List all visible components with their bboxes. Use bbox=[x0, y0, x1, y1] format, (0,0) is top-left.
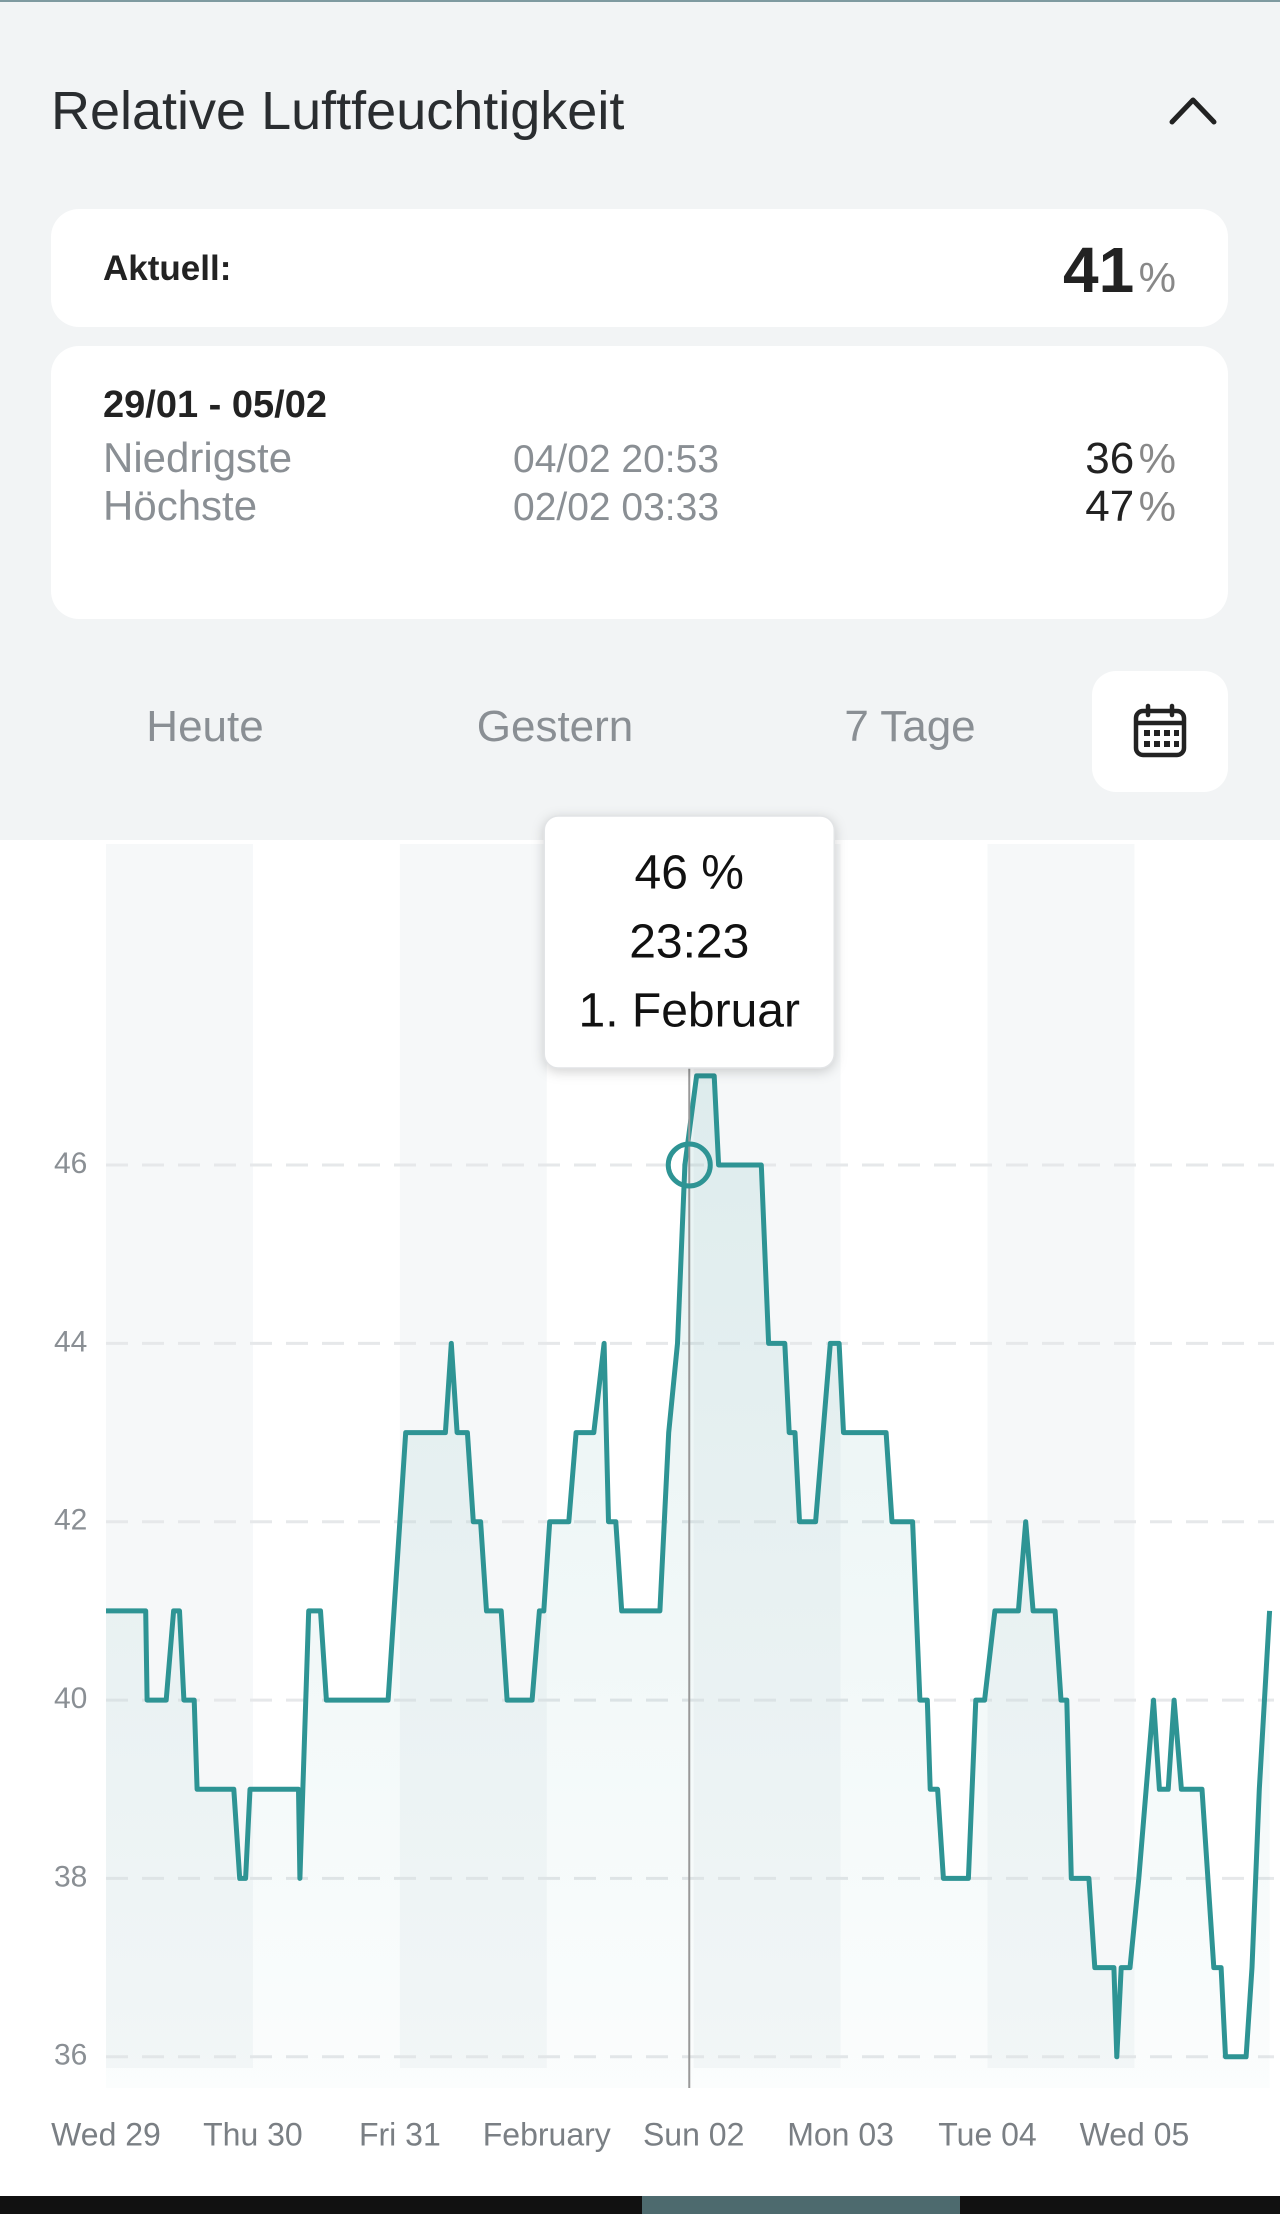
y-tick-label: 44 bbox=[54, 1325, 87, 1358]
x-tick-label: Tue 04 bbox=[938, 2116, 1036, 2152]
current-label: Aktuell: bbox=[103, 249, 232, 288]
period: 29/01 - 05/02 bbox=[103, 384, 327, 426]
row-unit: % bbox=[1138, 435, 1176, 482]
y-tick-label: 38 bbox=[54, 1860, 87, 1893]
tooltip-date: 1. Februar bbox=[579, 985, 800, 1038]
x-tick-label: Wed 05 bbox=[1080, 2116, 1190, 2152]
y-tick-label: 42 bbox=[54, 1504, 87, 1537]
line bbox=[106, 1073, 1273, 2060]
tab[interactable]: Heute bbox=[146, 702, 264, 751]
tab[interactable]: Gestern bbox=[476, 702, 634, 751]
y-tick-label: 40 bbox=[54, 1682, 87, 1715]
row-time: 02/02 03:33 bbox=[513, 486, 720, 529]
home-indicator bbox=[642, 2196, 960, 2214]
header-panel: Relative Luftfeuchtigkeit Aktuell: 41 % … bbox=[0, 0, 1280, 840]
row-reading: 47 % bbox=[1085, 482, 1176, 532]
hover-point bbox=[665, 1141, 713, 1189]
row-value: 47 bbox=[1085, 482, 1135, 531]
row-reading: 36 % bbox=[1085, 434, 1176, 484]
x-tick-label: February bbox=[483, 2116, 611, 2152]
x-tick-label: Sun 02 bbox=[643, 2116, 744, 2152]
row-unit: % bbox=[1138, 483, 1176, 530]
x-tick-label: Mon 03 bbox=[787, 2116, 894, 2152]
current-card: Aktuell: 41 % bbox=[51, 209, 1228, 327]
bottom-bar bbox=[0, 2196, 1280, 2214]
tooltip: 46 % 23:23 1. Februar bbox=[543, 815, 836, 1069]
x-tick-label: Wed 29 bbox=[51, 2116, 161, 2152]
x-tick-label: Thu 30 bbox=[203, 2116, 303, 2152]
current-value: 41 bbox=[1063, 234, 1135, 306]
collapse-chevron[interactable] bbox=[1168, 94, 1218, 126]
y-tick-label: 36 bbox=[54, 2039, 87, 2072]
range-card: 29/01 - 05/02 Niedrigste 04/02 20:53 36 % H… bbox=[51, 346, 1228, 619]
title: Relative Luftfeuchtigkeit bbox=[51, 81, 625, 141]
x-tick-label: Fri 31 bbox=[359, 2116, 441, 2152]
calendar-icon bbox=[1133, 703, 1187, 758]
area bbox=[106, 1075, 1270, 2088]
current-reading: 41 % bbox=[1063, 233, 1176, 307]
row-label: Niedrigste bbox=[103, 434, 293, 481]
tooltip-time: 23:23 bbox=[629, 916, 749, 969]
tooltip-box bbox=[543, 815, 836, 1069]
tooltip-value: 46 % bbox=[635, 847, 744, 900]
row-label: Höchste bbox=[103, 482, 258, 529]
row-value: 36 bbox=[1085, 434, 1135, 483]
tab[interactable]: 7 Tage bbox=[844, 702, 976, 751]
row-time: 04/02 20:53 bbox=[513, 438, 720, 481]
current-unit: % bbox=[1138, 254, 1176, 301]
y-tick-label: 46 bbox=[54, 1147, 87, 1180]
calendar-button[interactable] bbox=[1092, 671, 1228, 792]
